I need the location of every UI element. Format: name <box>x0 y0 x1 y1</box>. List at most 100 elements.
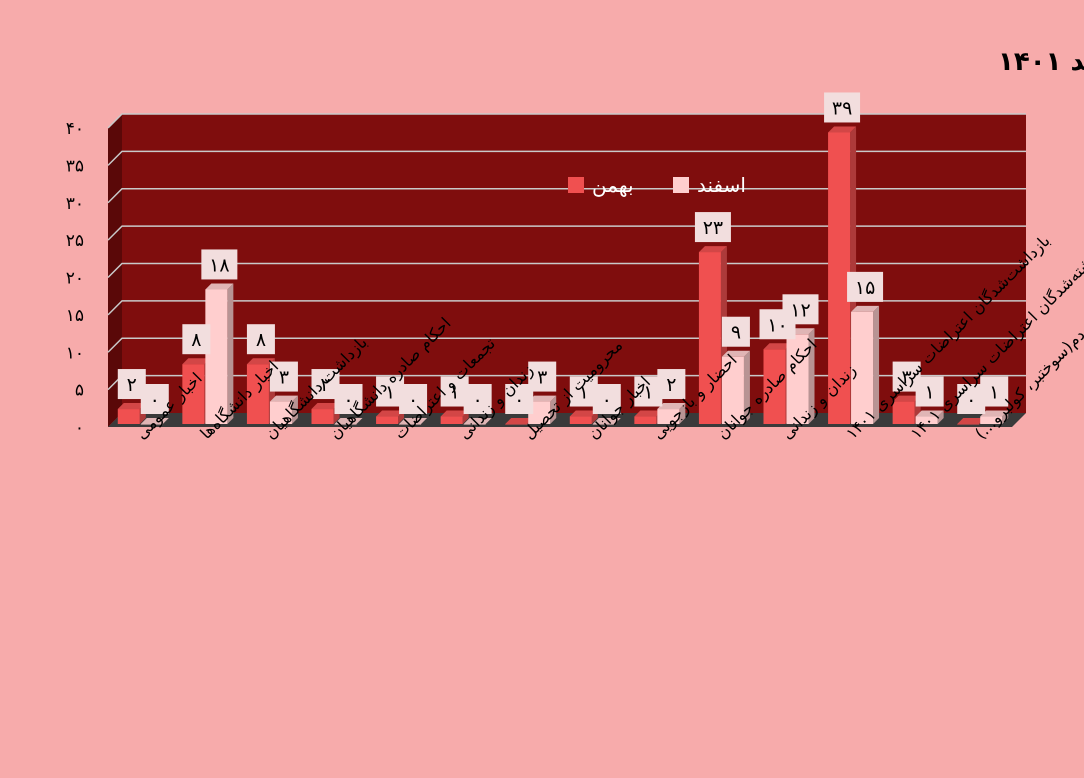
bar <box>246 364 269 424</box>
bar-top <box>117 403 146 410</box>
bar-side <box>291 395 298 424</box>
bar-top <box>246 358 275 365</box>
data-label: ۱ <box>579 382 589 404</box>
data-label: ۸ <box>191 329 201 351</box>
bar <box>376 416 399 424</box>
legend-label: اسفند <box>697 173 746 197</box>
bar <box>592 424 615 425</box>
bar <box>182 364 205 424</box>
y-tick-label: ۲۵ <box>66 231 84 251</box>
bar-top <box>828 126 857 133</box>
bar <box>269 401 292 424</box>
gridline <box>107 113 1026 129</box>
data-label: ۰ <box>408 389 418 411</box>
bar-side <box>873 305 880 424</box>
data-label-box <box>915 376 944 407</box>
bar <box>505 424 528 425</box>
bar-top <box>763 343 792 350</box>
bar-top <box>980 410 1009 417</box>
bar <box>851 311 874 424</box>
bar <box>763 349 786 424</box>
data-label: ۱۸ <box>209 254 229 276</box>
bar-top <box>957 418 986 424</box>
bar-top <box>698 246 727 253</box>
data-label-box <box>463 384 492 414</box>
bar <box>528 401 551 424</box>
bar <box>569 416 592 424</box>
data-label: ۰ <box>602 389 612 411</box>
bar-top <box>463 418 492 424</box>
y-tick-label: ۲۰ <box>66 269 84 289</box>
bar-top <box>592 418 621 424</box>
data-label: ۱ <box>925 382 935 404</box>
data-label: ۲ <box>127 374 137 396</box>
bar <box>334 424 357 425</box>
data-label: ۱۲ <box>790 299 810 321</box>
data-label: ۰ <box>514 389 524 411</box>
bar-top <box>311 403 340 410</box>
data-label: ۲ <box>320 374 330 396</box>
bar-side <box>743 350 750 424</box>
data-label-box <box>269 361 298 392</box>
bar-top <box>182 358 211 365</box>
data-label: ۳ <box>279 367 289 389</box>
bar-side <box>808 328 815 424</box>
bar <box>957 424 980 425</box>
legend-swatch <box>568 177 584 193</box>
data-label-box <box>782 294 819 325</box>
data-label-box <box>980 376 1009 407</box>
bar-top <box>657 403 686 410</box>
data-label-box <box>847 271 884 302</box>
data-label: ۱ <box>643 382 653 404</box>
data-label: ۱ <box>385 382 395 404</box>
legend-label: بهمن <box>592 173 634 197</box>
gridline <box>107 150 1026 166</box>
data-label: ۳۹ <box>832 97 852 119</box>
bar <box>311 409 334 424</box>
data-label-box <box>721 316 750 347</box>
y-axis: ۰ ۵ ۱۰ ۱۵ ۲۰ ۲۵ ۳۰ ۳۵ ۴۰ <box>66 119 84 438</box>
bars <box>117 126 1009 425</box>
data-label-box <box>334 384 363 414</box>
data-label-box <box>182 324 211 355</box>
data-label-box <box>399 384 428 414</box>
data-label: ۲ <box>666 374 676 396</box>
bar-top <box>376 410 405 417</box>
data-label: ۳ <box>537 367 547 389</box>
bar <box>828 132 851 424</box>
bar-side <box>1002 410 1009 424</box>
bar <box>634 416 657 424</box>
bar <box>399 424 422 425</box>
legend: بهمن اسفند <box>568 173 746 197</box>
data-label-box <box>201 249 238 280</box>
bar <box>915 416 938 424</box>
y-tick-label: ۳۰ <box>66 194 84 214</box>
data-label: ۰ <box>150 389 160 411</box>
bar-top <box>892 395 921 402</box>
y-tick-label: ۳۵ <box>66 156 84 176</box>
data-label-box <box>246 324 275 355</box>
bar <box>698 252 721 424</box>
bar <box>440 416 463 424</box>
bar-top <box>851 305 880 312</box>
data-label-box <box>528 361 557 392</box>
data-label: ۹ <box>731 322 741 344</box>
data-label-box <box>657 369 686 400</box>
bar <box>657 409 680 424</box>
data-label: ۸ <box>256 329 266 351</box>
bar <box>463 424 486 425</box>
data-label-box <box>592 384 621 414</box>
bar-top <box>528 395 557 402</box>
chart-title: نمودار آماری نقض حقوق جوان و دانشجو، بهم… <box>998 45 1084 77</box>
bar <box>892 401 915 424</box>
bar <box>205 289 228 424</box>
bar-top <box>915 410 944 417</box>
bar-side <box>550 395 557 424</box>
bar <box>117 409 140 424</box>
data-label: ۱ <box>989 382 999 404</box>
data-label: ۱۵ <box>855 277 875 299</box>
data-label: ۰ <box>966 389 976 411</box>
bar-top <box>440 410 469 417</box>
